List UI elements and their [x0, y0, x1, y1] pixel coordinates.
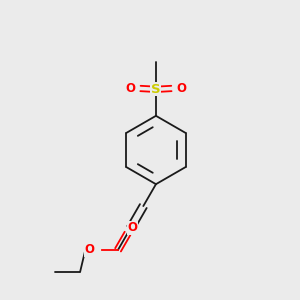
Text: O: O	[85, 243, 95, 256]
Text: O: O	[177, 82, 187, 95]
Text: O: O	[127, 221, 137, 234]
Text: S: S	[151, 82, 161, 96]
Text: O: O	[125, 82, 135, 95]
